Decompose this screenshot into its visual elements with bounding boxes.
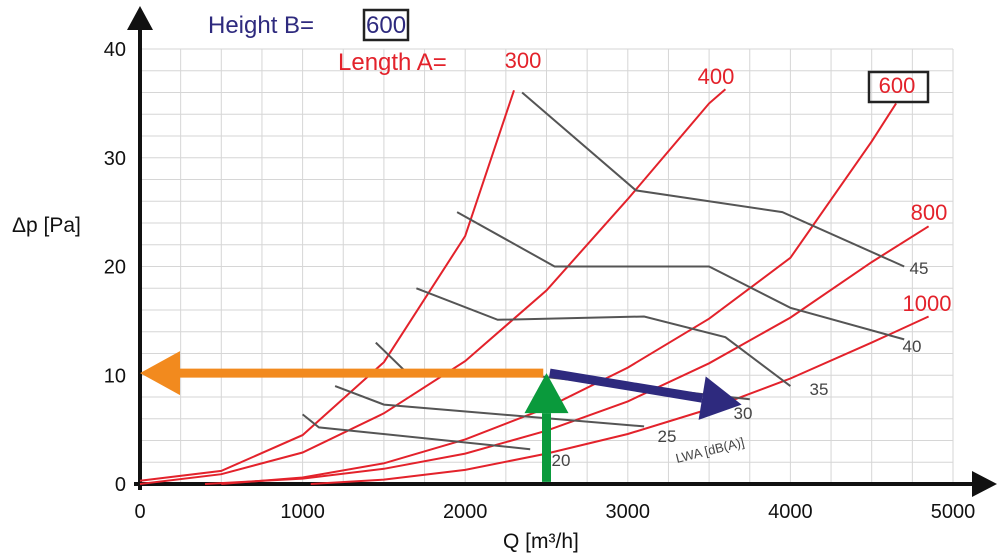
flow-arrow-green (524, 373, 569, 482)
x-tick-label: 5000 (931, 501, 976, 523)
tick-labels: 0 1000 2000 3000 4000 5000 0 10 20 30 40 (104, 39, 976, 523)
pressure-arrow-orange (140, 351, 544, 396)
axes (127, 6, 997, 497)
sound-level-label-40: 40 (903, 337, 922, 356)
y-axis-arrowhead (127, 6, 153, 30)
y-tick-label: 40 (104, 39, 126, 61)
sound-axis-label: LWA [dB(A)] (674, 434, 746, 466)
height-value-box (362, 8, 410, 42)
x-tick-label: 4000 (768, 501, 813, 523)
x-axis-arrowhead (972, 471, 997, 497)
sound-line-35 (416, 287, 792, 387)
length-curve-label-600: 600 (879, 73, 916, 98)
length-curves (139, 88, 930, 485)
length-curve-label-1000: 1000 (903, 291, 952, 316)
x-tick-label: 0 (134, 501, 145, 523)
arrow-head (140, 351, 180, 396)
x-tick-label: 3000 (606, 501, 651, 523)
sound-arrow-blue (549, 368, 742, 420)
length-curve-300 (139, 89, 515, 482)
sound-level-label-20: 20 (552, 451, 571, 470)
length-curve-400 (139, 88, 727, 485)
length-curve-label-800: 800 (911, 200, 948, 225)
sound-line-45 (521, 91, 905, 268)
sound-line-25 (334, 385, 645, 428)
height-value: 600 (366, 12, 406, 39)
y-tick-label: 10 (104, 365, 126, 387)
length-curve-label-300: 300 (505, 48, 542, 73)
x-tick-label: 2000 (443, 501, 488, 523)
sound-line-20 (301, 413, 531, 451)
length-label: Length A= (338, 49, 447, 76)
curve-labels: 300 400 600 800 1000 20 25 30 35 40 45 (505, 48, 952, 470)
length-curve-1000 (310, 315, 930, 485)
y-tick-label: 20 (104, 257, 126, 279)
sound-level-label-35: 35 (810, 380, 829, 399)
x-axis-title: Q [m³/h] (503, 530, 579, 553)
sound-line-40 (456, 211, 905, 341)
x-tick-label: 1000 (280, 501, 325, 523)
y-axis-title: Δp [Pa] (12, 214, 81, 237)
sound-level-label-45: 45 (910, 259, 929, 278)
arrow-head (698, 376, 742, 420)
y-tick-label: 30 (104, 148, 126, 170)
length-curve-600 (221, 102, 897, 485)
reading-arrows (140, 351, 742, 482)
y-tick-label: 0 (115, 474, 126, 496)
length-curve-label-400: 400 (698, 64, 735, 89)
arrow-head (524, 373, 569, 414)
length-curve-800 (204, 225, 930, 485)
sound-level-label-25: 25 (658, 427, 677, 446)
arrow-shaft (549, 368, 703, 403)
height-label: Height B= (208, 12, 314, 39)
length-600-box (867, 70, 930, 104)
sound-level-label-30: 30 (734, 404, 753, 423)
